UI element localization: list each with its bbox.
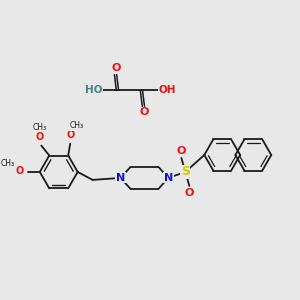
Text: N: N — [164, 173, 173, 183]
Text: HO: HO — [85, 85, 102, 95]
Text: OH: OH — [159, 85, 176, 95]
Text: CH₃: CH₃ — [69, 121, 83, 130]
Text: CH₃: CH₃ — [32, 123, 46, 132]
Text: O: O — [177, 146, 186, 156]
Text: O: O — [140, 107, 149, 117]
Text: O: O — [112, 63, 121, 73]
Text: N: N — [116, 173, 125, 183]
Text: O: O — [16, 166, 24, 176]
Text: CH₃: CH₃ — [1, 160, 15, 169]
Text: S: S — [181, 165, 190, 178]
Text: O: O — [185, 188, 194, 198]
Text: O: O — [35, 132, 44, 142]
Text: O: O — [66, 130, 74, 140]
